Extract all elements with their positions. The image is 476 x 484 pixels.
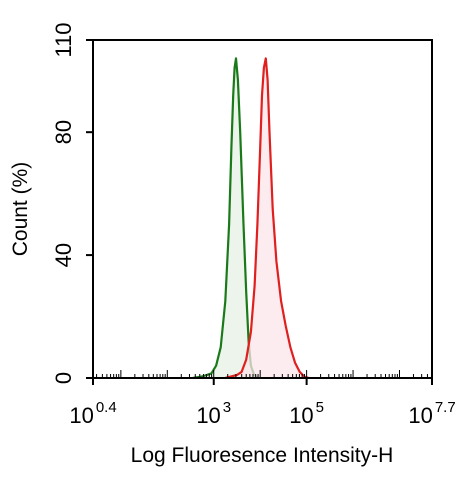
x-minor-ticks bbox=[96, 370, 433, 378]
x-tick-label: 10 0.4 bbox=[69, 399, 116, 428]
x-tick-label: 10 7.7 bbox=[408, 399, 455, 428]
x-tick-exponent: 5 bbox=[316, 399, 324, 416]
y-tick-label: 80 bbox=[51, 120, 76, 144]
y-tick-label: 110 bbox=[51, 22, 76, 57]
y-tick-label: 40 bbox=[51, 243, 76, 267]
series-layer bbox=[192, 57, 310, 380]
x-tick-exponent: 7.7 bbox=[435, 399, 456, 416]
y-tick-label: 0 bbox=[51, 372, 76, 384]
series-2-line bbox=[225, 57, 310, 380]
x-tick-label: 10 3 bbox=[196, 399, 231, 428]
x-tick-base: 10 bbox=[196, 403, 220, 428]
plot-frame bbox=[92, 39, 433, 379]
x-tick-base: 10 bbox=[289, 403, 313, 428]
x-tick-exponent: 0.4 bbox=[96, 399, 117, 416]
x-axis: 10 0.4 10 3 10 5 10 7.7 bbox=[69, 378, 456, 428]
x-tick-base: 10 bbox=[408, 403, 432, 428]
y-axis: 0 40 80 110 bbox=[51, 22, 93, 384]
x-tick-base: 10 bbox=[69, 403, 93, 428]
series-1-area bbox=[192, 58, 258, 379]
x-axis-title: Log Fluoresence Intensity-H bbox=[131, 444, 394, 467]
x-tick-exponent: 3 bbox=[223, 399, 231, 416]
x-tick-label: 10 5 bbox=[289, 399, 324, 428]
series-2-area bbox=[225, 58, 309, 379]
y-axis-title: Count (%) bbox=[9, 162, 32, 257]
